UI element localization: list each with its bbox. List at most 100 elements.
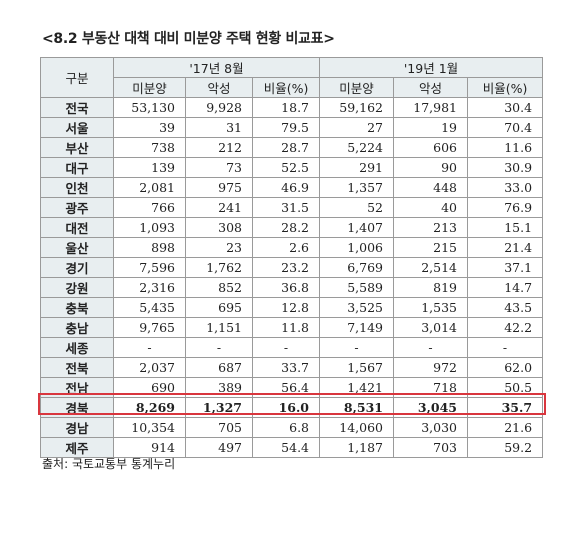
region-cell: 울산 [40, 237, 114, 258]
value-cell: 212 [185, 137, 253, 158]
value-cell: 79.5 [251, 117, 321, 138]
value-cell: 703 [393, 437, 469, 458]
value-cell: 5,589 [319, 277, 395, 298]
value-cell: 9,928 [185, 97, 253, 118]
value-cell: - [251, 337, 321, 358]
value-cell: 46.9 [251, 177, 321, 198]
value-cell: 23.2 [251, 257, 321, 278]
value-cell: 2,037 [113, 357, 186, 378]
table-row: 세종 - - - - - - [40, 337, 544, 358]
sub-header-0: 미분양 [113, 77, 186, 98]
value-cell: 448 [393, 177, 469, 198]
value-cell: 76.9 [467, 197, 544, 218]
sub-header-2: 비율(%) [251, 77, 321, 98]
value-cell: 2,514 [393, 257, 469, 278]
value-cell: 17,981 [393, 97, 469, 118]
sub-header-4: 악성 [393, 77, 469, 98]
region-cell: 강원 [40, 277, 114, 298]
value-cell: 70.4 [467, 117, 544, 138]
value-cell: 213 [393, 217, 469, 238]
value-cell: 6,769 [319, 257, 395, 278]
value-cell: 690 [113, 377, 186, 398]
value-cell: 15.1 [467, 217, 544, 238]
value-cell: 1,006 [319, 237, 395, 258]
value-cell: 39 [113, 117, 186, 138]
value-cell: 11.6 [467, 137, 544, 158]
value-cell: 52.5 [251, 157, 321, 178]
table-row: 울산 898 23 2.6 1,006 215 21.4 [40, 237, 544, 258]
value-cell: - [113, 337, 186, 358]
table-body: 전국 53,130 9,928 18.7 59,162 17,981 30.4 서울 39 31 7… [40, 97, 544, 458]
value-cell: - [467, 337, 544, 358]
value-cell: - [319, 337, 395, 358]
value-cell: 1,567 [319, 357, 395, 378]
value-cell: 1,357 [319, 177, 395, 198]
value-cell: 718 [393, 377, 469, 398]
value-cell: 7,149 [319, 317, 395, 338]
value-cell: 31 [185, 117, 253, 138]
value-cell: 1,093 [113, 217, 186, 238]
value-cell: 3,030 [393, 417, 469, 438]
value-cell: 3,045 [393, 397, 469, 418]
region-cell: 전국 [40, 97, 114, 118]
table-row: 강원 2,316 852 36.8 5,589 819 14.7 [40, 277, 544, 298]
table-row: 경남 10,354 705 6.8 14,060 3,030 21.6 [40, 417, 544, 438]
value-cell: 1,535 [393, 297, 469, 318]
value-cell: 18.7 [251, 97, 321, 118]
value-cell: 819 [393, 277, 469, 298]
period1-header: '17년 8월 [112, 57, 321, 78]
value-cell: 695 [185, 297, 253, 318]
table-row: 대구 139 73 52.5 291 90 30.9 [40, 157, 544, 178]
value-cell: 54.4 [251, 437, 321, 458]
value-cell: 738 [113, 137, 186, 158]
region-cell: 인천 [40, 177, 114, 198]
value-cell: 59.2 [467, 437, 544, 458]
value-cell: 1,151 [185, 317, 253, 338]
value-cell: 14,060 [319, 417, 395, 438]
region-cell: 경기 [40, 257, 114, 278]
value-cell: 62.0 [467, 357, 544, 378]
value-cell: 11.8 [251, 317, 321, 338]
value-cell: 606 [393, 137, 469, 158]
value-cell: 1,407 [319, 217, 395, 238]
value-cell: 14.7 [467, 277, 544, 298]
region-cell: 전남 [40, 377, 114, 398]
sub-header-row: 미분양 악성 비율(%) 미분양 악성 비율(%) [41, 77, 544, 98]
value-cell: 687 [185, 357, 253, 378]
value-cell: 42.2 [467, 317, 544, 338]
value-cell: 53,130 [113, 97, 186, 118]
value-cell: 36.8 [251, 277, 321, 298]
value-cell: 33.0 [467, 177, 544, 198]
table-title: <8.2 부동산 대책 대비 미분양 주택 현황 비교표> [42, 31, 335, 47]
value-cell: 975 [185, 177, 253, 198]
table-row: 대전 1,093 308 28.2 1,407 213 15.1 [40, 217, 544, 238]
value-cell: 30.4 [467, 97, 544, 118]
value-cell: 705 [185, 417, 253, 438]
value-cell: 389 [185, 377, 253, 398]
value-cell: 241 [185, 197, 253, 218]
value-cell: 21.6 [467, 417, 544, 438]
region-cell: 경남 [40, 417, 114, 438]
region-cell: 제주 [40, 437, 114, 458]
value-cell: 16.0 [251, 397, 321, 418]
sub-header-5: 비율(%) [467, 77, 544, 98]
value-cell: 27 [319, 117, 395, 138]
value-cell: 12.8 [251, 297, 321, 318]
value-cell: 37.1 [467, 257, 544, 278]
table-row: 충북 5,435 695 12.8 3,525 1,535 43.5 [40, 297, 544, 318]
region-cell: 전북 [40, 357, 114, 378]
value-cell: 28.7 [251, 137, 321, 158]
value-cell: 31.5 [251, 197, 321, 218]
value-cell: 35.7 [467, 397, 544, 418]
value-cell: 6.8 [251, 417, 321, 438]
region-cell: 충북 [40, 297, 114, 318]
value-cell: 972 [393, 357, 469, 378]
value-cell: 5,224 [319, 137, 395, 158]
value-cell: 497 [185, 437, 253, 458]
value-cell: 3,014 [393, 317, 469, 338]
value-cell: 3,525 [319, 297, 395, 318]
source-note: 출처: 국토교통부 통계누리 [42, 457, 176, 471]
table-row: 충남 9,765 1,151 11.8 7,149 3,014 42.2 [40, 317, 544, 338]
table-row: 전국 53,130 9,928 18.7 59,162 17,981 30.4 [40, 97, 544, 118]
period2-header: '19년 1월 [319, 57, 544, 78]
